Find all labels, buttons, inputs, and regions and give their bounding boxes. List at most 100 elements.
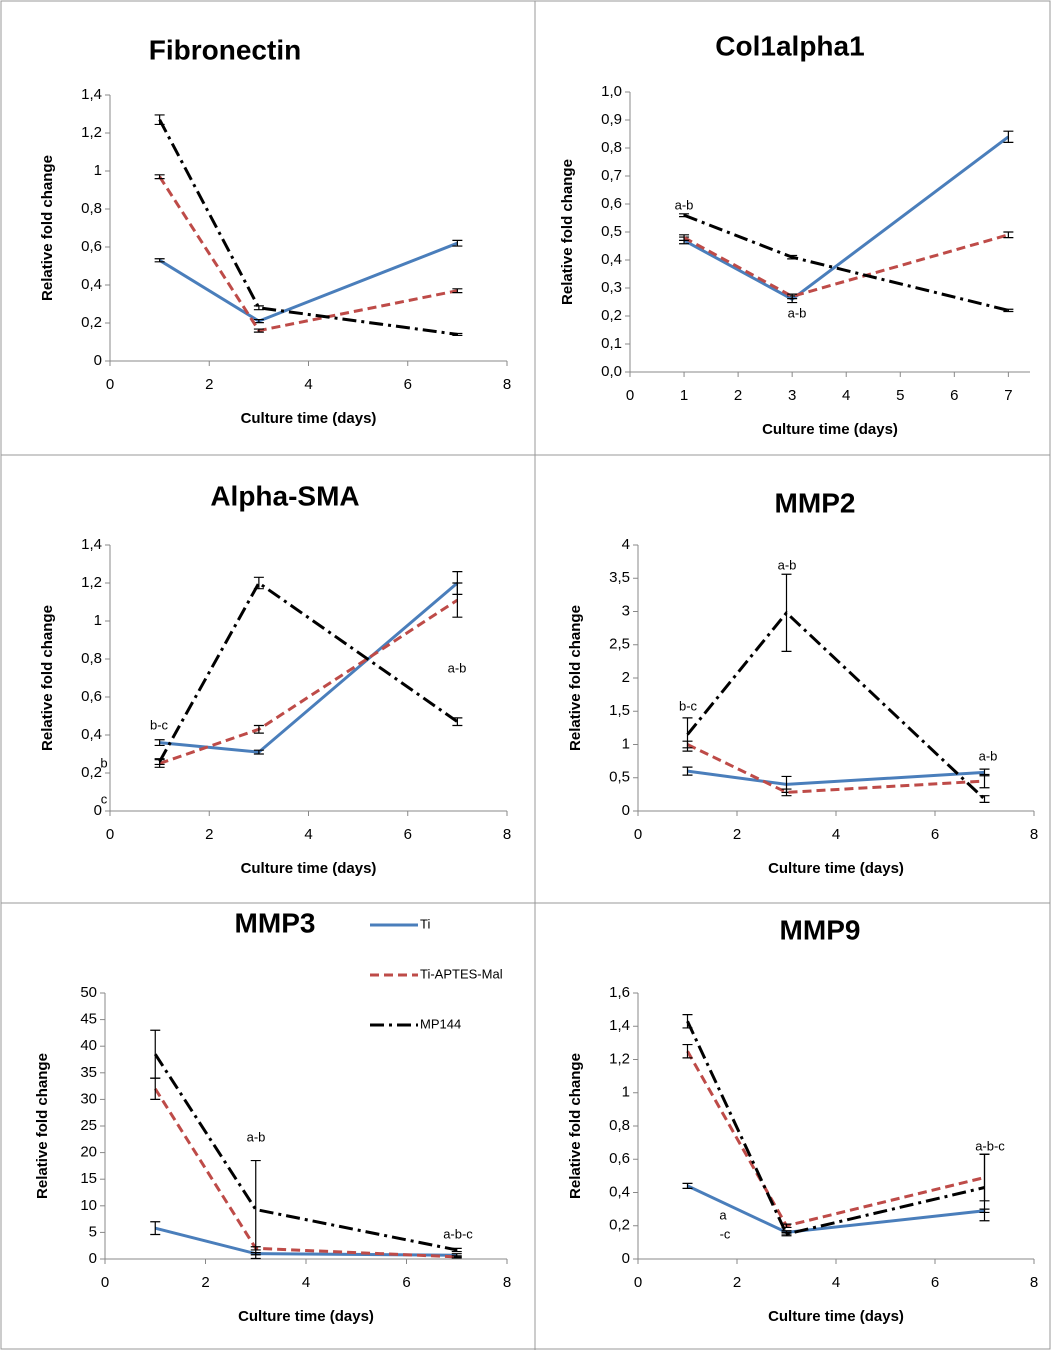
series-line <box>158 580 459 763</box>
error-bar <box>150 1221 161 1236</box>
error-bar <box>682 766 693 776</box>
error-bar <box>150 1029 161 1079</box>
annotation: -c <box>720 1226 731 1241</box>
y-tick-label: 0,8 <box>81 200 102 217</box>
annotation: a-b-c <box>443 1226 473 1241</box>
error-bar <box>253 576 264 590</box>
error-bar <box>781 788 792 797</box>
x-tick-label: 0 <box>626 387 634 404</box>
x-axis-label: Culture time (days) <box>768 860 904 877</box>
x-tick-label: 6 <box>402 1274 410 1291</box>
series-line <box>683 135 1010 301</box>
x-tick-label: 2 <box>734 387 742 404</box>
y-tick-label: 0 <box>622 802 630 819</box>
y-tick-label: 40 <box>80 1037 97 1054</box>
y-tick-label: 0,1 <box>601 335 622 352</box>
error-bar <box>451 1247 462 1253</box>
x-tick-label: 2 <box>733 1274 741 1291</box>
x-tick-label: 2 <box>205 376 213 393</box>
annotation: a <box>719 1207 727 1222</box>
y-tick-label: 0,3 <box>601 279 622 296</box>
x-tick-label: 8 <box>1030 1274 1038 1291</box>
x-axis-label: Culture time (days) <box>762 421 898 438</box>
y-tick-label: 2 <box>622 669 630 686</box>
error-bar <box>787 293 798 300</box>
y-tick-label: 0,6 <box>81 238 102 255</box>
chart-title: MMP2 <box>775 487 856 518</box>
y-tick-label: 1,4 <box>81 536 102 553</box>
y-tick-label: 1 <box>622 735 630 752</box>
error-bar <box>253 305 264 311</box>
y-tick-label: 0,7 <box>601 167 622 184</box>
error-bar <box>154 114 165 126</box>
error-bar <box>679 213 690 218</box>
y-tick-label: 2,5 <box>609 636 630 653</box>
error-bar <box>452 582 463 618</box>
y-tick-label: 0,4 <box>609 1183 630 1200</box>
series-line <box>686 1050 985 1228</box>
y-tick-label: 3 <box>622 602 630 619</box>
x-tick-label: 0 <box>106 376 114 393</box>
x-tick-label: 0 <box>106 826 114 843</box>
x-axis-label: Culture time (days) <box>768 1308 904 1325</box>
error-bar <box>979 773 990 789</box>
legend-label: MP144 <box>420 1016 461 1031</box>
y-tick-label: 0,0 <box>601 363 622 380</box>
y-tick-label: 1,2 <box>81 124 102 141</box>
y-tick-label: 25 <box>80 1117 97 1134</box>
error-bar <box>250 1159 261 1260</box>
annotation: b <box>100 755 107 770</box>
x-tick-label: 6 <box>931 1274 939 1291</box>
error-bar <box>682 1014 693 1029</box>
x-tick-label: 4 <box>304 826 312 843</box>
annotation: a-b <box>788 305 807 320</box>
x-axis-label: Culture time (days) <box>241 410 377 427</box>
y-tick-label: 0,5 <box>609 769 630 786</box>
x-tick-label: 8 <box>503 1274 511 1291</box>
error-bar <box>979 795 990 803</box>
y-tick-label: 1,5 <box>609 702 630 719</box>
x-tick-label: 4 <box>302 1274 310 1291</box>
error-bar <box>1003 130 1014 143</box>
annotation: a-b <box>247 1129 266 1144</box>
y-tick-label: 0 <box>94 802 102 819</box>
error-bar <box>253 318 264 324</box>
annotation: a-b <box>448 660 467 675</box>
y-tick-label: 1 <box>94 162 102 179</box>
x-tick-label: 3 <box>788 387 796 404</box>
y-tick-label: 0,2 <box>81 314 102 331</box>
x-tick-label: 6 <box>404 826 412 843</box>
y-tick-label: 35 <box>80 1064 97 1081</box>
x-tick-label: 7 <box>1004 387 1012 404</box>
y-tick-label: 0,6 <box>81 688 102 705</box>
error-bar <box>452 332 463 336</box>
y-tick-label: 0,6 <box>609 1150 630 1167</box>
x-tick-label: 0 <box>101 1274 109 1291</box>
y-tick-label: 10 <box>80 1197 97 1214</box>
series-line <box>683 233 1009 299</box>
y-axis-label: Relative fold change <box>39 605 56 751</box>
y-axis-label: Relative fold change <box>34 1053 51 1199</box>
x-tick-label: 6 <box>931 826 939 843</box>
x-tick-label: 8 <box>503 826 511 843</box>
x-tick-label: 2 <box>733 826 741 843</box>
error-bar <box>452 288 463 294</box>
y-tick-label: 0,6 <box>601 195 622 212</box>
error-bar <box>781 1231 792 1237</box>
y-tick-label: 1,6 <box>609 984 630 1001</box>
x-tick-label: 6 <box>950 387 958 404</box>
y-tick-label: 0,4 <box>81 276 102 293</box>
x-axis-label: Culture time (days) <box>238 1308 374 1325</box>
error-bar <box>253 328 264 333</box>
y-tick-label: 4 <box>622 536 630 553</box>
series-line <box>686 610 986 801</box>
x-tick-label: 4 <box>304 376 312 393</box>
y-tick-label: 1,2 <box>609 1050 630 1067</box>
chart-title: MMP9 <box>780 914 861 945</box>
y-tick-label: 1,4 <box>81 86 102 103</box>
series-line <box>686 743 985 794</box>
error-bar <box>452 239 463 247</box>
x-tick-label: 8 <box>503 376 511 393</box>
series-line <box>687 769 985 786</box>
annotation: a-b <box>979 748 998 763</box>
